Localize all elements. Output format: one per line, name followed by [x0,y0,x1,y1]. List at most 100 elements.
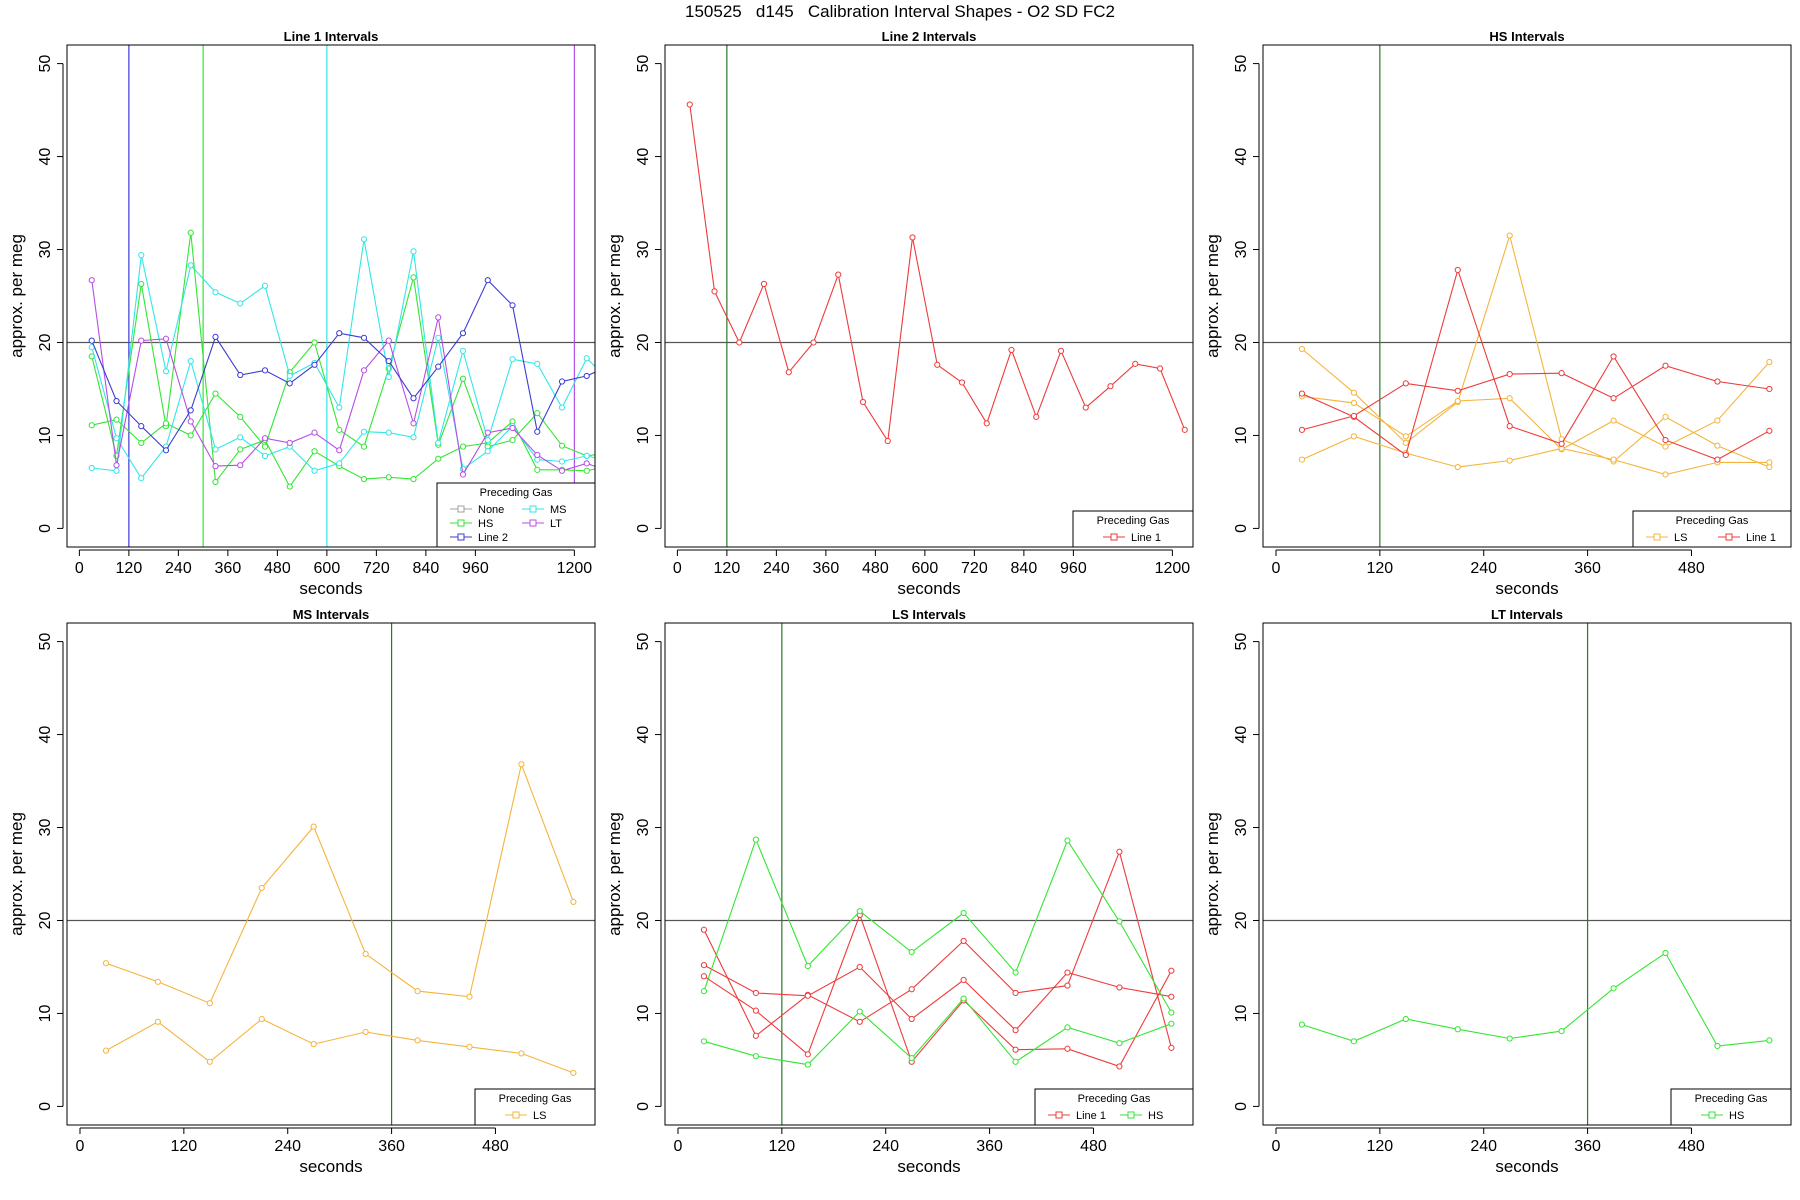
data-point [237,371,244,379]
data-point [1714,456,1721,463]
x-tick-label: 120 [1367,1138,1394,1155]
data-point [435,439,442,446]
legend-item: HS [1120,1110,1163,1122]
x-axis-label: seconds [897,1157,960,1176]
data-point [435,363,442,370]
data-point [336,404,343,411]
data-point [310,823,317,830]
data-point [534,428,541,435]
data-point [138,439,145,446]
data-point [138,280,145,288]
legend-item: HS [450,518,493,530]
legend-label: LS [533,1110,546,1122]
data-point [509,436,516,444]
series-line [91,239,595,472]
data-point [113,435,120,442]
y-tick-label: 0 [1233,1102,1250,1111]
legend-label: HS [1729,1110,1744,1122]
data-point [385,337,392,344]
data-point [410,274,417,281]
y-tick-label: 10 [635,426,652,444]
data-point [1506,370,1513,378]
data-point [1012,989,1019,997]
legend-title: Preceding Gas [1695,1093,1768,1105]
series-line [703,849,1172,1048]
data-point [362,950,369,958]
series-line [91,232,595,488]
legend-item: LT [522,518,562,530]
data-point [1350,433,1357,440]
legend-box [1072,510,1194,548]
data-point [261,367,269,374]
data-point [534,360,541,367]
series-line [1301,952,1770,1047]
x-tick-label: 360 [813,560,840,577]
data-point [102,960,110,967]
x-tick-label: 0 [673,560,682,577]
data-point [518,761,525,768]
plot-frame [66,622,596,1126]
data-point [597,368,602,373]
data-point [88,464,95,472]
data-point [1064,1045,1071,1052]
data-point [597,451,602,456]
data-point [752,1007,759,1014]
data-point [1766,459,1773,466]
x-tick-label: 1200 [557,560,593,577]
data-point [1506,1035,1513,1042]
data-point [484,436,491,444]
data-point [187,262,194,269]
plot-area [665,623,1193,1125]
x-axis-label: seconds [299,1157,362,1176]
chart-title: MS Intervals [293,607,370,622]
panel-4: MS Intervals 0 120 240 360 480 seconds 0 10 20 30 4… [7,607,596,1176]
data-point [88,422,95,429]
y-tick-label: 40 [635,148,652,166]
legend-marker [512,1111,520,1119]
data-point [1064,982,1071,989]
data-point [1610,985,1617,992]
data-point [1402,433,1409,440]
data-point [804,992,811,999]
data-point [1454,463,1461,471]
legend: Preceding Gas Line 1 HS [1034,1088,1194,1126]
y-tick-label: 20 [37,333,54,351]
data-point [1506,395,1513,402]
series-line [703,913,1172,1068]
data-point [311,339,318,346]
data-point [856,1008,863,1015]
data-point [958,379,966,386]
data-point [1350,1038,1357,1045]
x-tick-label: 960 [462,560,489,577]
data-point [237,446,244,453]
legend-marker [1110,533,1118,541]
y-axis-label: approx. per meg [7,812,26,936]
y-tick-label: 40 [635,726,652,744]
data-point [1662,471,1669,478]
plot-frame [664,622,1194,1126]
data-point [960,937,967,945]
data-point [484,429,491,436]
data-point [336,447,343,454]
series-line [703,838,1172,1013]
data-point [1558,440,1565,447]
y-axis-label: approx. per meg [605,812,624,936]
legend-marker [1725,533,1733,541]
series-line [91,337,595,480]
plot-area [665,45,1193,547]
y-tick-label: 20 [1233,911,1250,929]
data-point [410,434,417,441]
data-point [1116,984,1123,991]
y-tick-label: 50 [635,55,652,73]
data-point [258,1015,265,1023]
y-tick-label: 30 [635,819,652,837]
series-line [1301,233,1770,468]
data-point [385,429,392,436]
data-point [187,229,194,236]
legend: Preceding Gas LS Line 1 [1632,510,1792,548]
x-tick-label: 240 [763,560,790,577]
x-tick-label: 360 [976,1138,1003,1155]
x-tick-label: 1200 [1155,560,1191,577]
data-point [1064,1024,1071,1031]
